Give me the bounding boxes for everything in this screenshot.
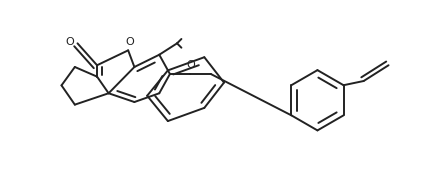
Text: O: O — [186, 60, 195, 70]
Text: O: O — [65, 37, 74, 47]
Text: O: O — [125, 36, 134, 47]
